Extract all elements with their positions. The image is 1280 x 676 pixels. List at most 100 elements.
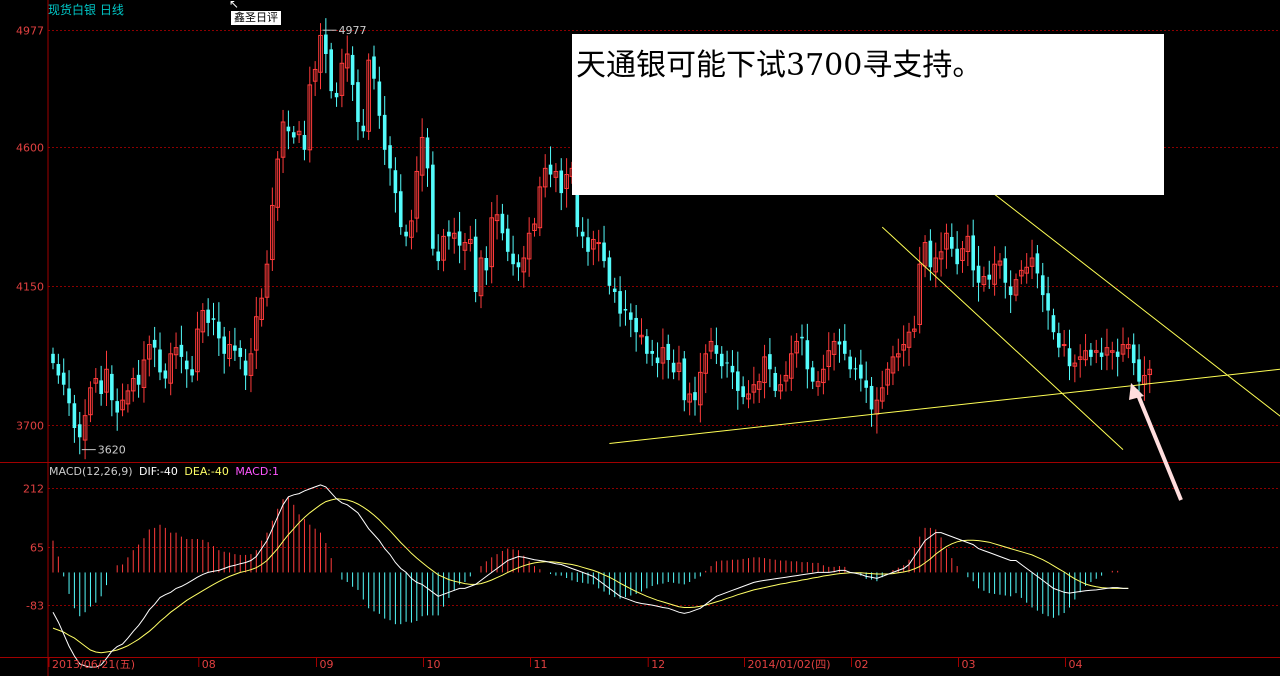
candle-up	[1061, 344, 1067, 347]
trendline-support	[609, 368, 1280, 444]
candle-up	[698, 371, 703, 406]
candle-down	[436, 251, 440, 262]
candle-down	[864, 380, 868, 388]
macd-legend-dif: DIF:-40	[139, 465, 178, 478]
candle-down	[163, 370, 168, 379]
candle-up	[125, 390, 131, 405]
candle-up	[831, 340, 837, 355]
candle-down	[612, 288, 617, 292]
candle-down	[206, 309, 210, 323]
candle-up	[130, 378, 136, 392]
candle-down	[645, 336, 649, 354]
candle-down	[505, 228, 510, 252]
candle-up	[82, 415, 88, 441]
candle-down	[500, 213, 505, 234]
candle-up	[419, 136, 425, 176]
candle-up	[462, 242, 468, 251]
candle-down	[372, 56, 376, 79]
candle-down	[356, 82, 360, 122]
candle-down	[243, 360, 248, 376]
candle-up	[901, 344, 906, 351]
candle-down	[666, 343, 671, 360]
candle-down	[955, 248, 959, 265]
candle-up	[944, 232, 949, 250]
candle-up	[200, 310, 206, 333]
candle-down	[388, 145, 392, 169]
candle-up	[660, 347, 666, 364]
candle-down	[869, 385, 874, 410]
candle-down	[629, 312, 633, 320]
candle-up	[409, 220, 414, 238]
candle-down	[725, 362, 729, 364]
candle-up	[906, 331, 912, 348]
candle-down	[730, 365, 735, 373]
candle-up	[751, 384, 757, 393]
macd-panel	[52, 484, 1129, 668]
candle-down	[334, 92, 339, 98]
annotation-arrow-shaft	[1134, 389, 1183, 501]
candle-down	[516, 262, 521, 268]
candle-down	[115, 401, 119, 413]
candle-up	[537, 186, 543, 229]
candle-up	[296, 130, 302, 136]
high-annotation: 4977	[339, 24, 367, 37]
candle-up	[248, 353, 254, 376]
candle-up	[815, 381, 821, 387]
candle-down	[971, 235, 975, 271]
candle-up	[489, 217, 494, 268]
candle-down	[773, 372, 778, 391]
candle-down	[859, 364, 863, 379]
candle-up	[280, 121, 286, 158]
x-tick-label: 2014/01/02(四)	[748, 658, 831, 671]
chart-title: 现货白银 日线	[48, 3, 124, 17]
candle-up	[88, 387, 93, 416]
marker-label: 鑫圣日评	[231, 11, 281, 25]
candle-down	[211, 318, 216, 320]
candle-up	[1029, 257, 1035, 267]
candle-up	[890, 356, 896, 374]
candle-down	[238, 347, 243, 357]
candle-up	[1126, 344, 1131, 349]
candle-up	[264, 263, 270, 298]
macd-tick-label: 212	[23, 483, 44, 496]
x-tick-label: 04	[1069, 658, 1083, 671]
candle-down	[484, 258, 489, 271]
candle-down	[286, 126, 291, 132]
candle-down	[655, 357, 660, 364]
candle-up	[912, 328, 917, 332]
candle-down	[222, 336, 226, 354]
candle-down	[1057, 333, 1061, 348]
candle-up	[468, 238, 473, 244]
candle-up	[885, 368, 890, 386]
candle-up	[778, 384, 783, 392]
candle-down	[425, 137, 430, 169]
candle-down	[1046, 293, 1050, 311]
candle-up	[120, 399, 125, 411]
candle-up	[1077, 356, 1083, 360]
candle-down	[623, 309, 628, 311]
candle-down	[559, 170, 564, 194]
x-tick-label: 10	[427, 658, 441, 671]
candle-down	[291, 132, 296, 138]
candle-up	[254, 316, 259, 351]
candle-down	[393, 170, 398, 194]
candle-up	[1019, 269, 1024, 277]
candle-down	[987, 274, 992, 280]
dif-line	[52, 484, 1129, 668]
candle-up	[960, 248, 965, 261]
candle-down	[179, 344, 184, 357]
candle-down	[950, 236, 954, 249]
candle-up	[992, 263, 997, 285]
candle-up	[1110, 350, 1115, 353]
candle-down	[548, 164, 553, 175]
macd-legend-dea: DEA:-40	[184, 465, 229, 478]
candle-down	[837, 341, 842, 345]
candle-down	[217, 321, 221, 339]
candle-down	[1089, 349, 1093, 357]
candle-up	[746, 393, 751, 400]
candle-down	[361, 125, 366, 132]
candle-down	[618, 291, 622, 314]
candle-down	[602, 242, 606, 262]
candle-down	[848, 356, 852, 370]
